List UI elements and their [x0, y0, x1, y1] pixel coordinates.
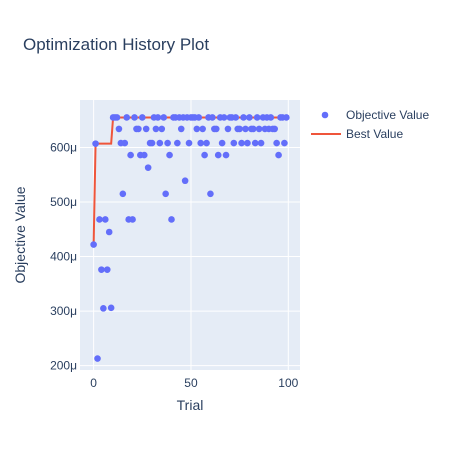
- objective-value-point[interactable]: [185, 139, 193, 147]
- objective-value-point[interactable]: [240, 114, 247, 121]
- y-axis-title: Objective Value: [12, 186, 28, 283]
- objective-value-point[interactable]: [244, 139, 251, 147]
- x-axis-title: Trial: [177, 397, 204, 413]
- y-tick-label: 200μ: [50, 359, 77, 373]
- chart-title: Optimization History Plot: [23, 35, 209, 54]
- objective-value-point[interactable]: [92, 140, 99, 147]
- objective-value-point[interactable]: [168, 216, 175, 223]
- legend-item-best-value[interactable]: Best Value: [311, 127, 403, 141]
- objective-value-point[interactable]: [119, 190, 127, 198]
- objective-value-point[interactable]: [177, 125, 185, 133]
- objective-value-point[interactable]: [181, 177, 189, 185]
- objective-value-point[interactable]: [218, 139, 226, 147]
- objective-value-point[interactable]: [107, 304, 115, 312]
- objective-value-point[interactable]: [129, 216, 136, 223]
- objective-value-point[interactable]: [96, 216, 103, 223]
- legend-item-objective-value[interactable]: Objective Value: [321, 108, 430, 122]
- objective-value-point[interactable]: [201, 151, 208, 159]
- objective-value-point[interactable]: [94, 355, 101, 362]
- objective-value-point[interactable]: [121, 139, 129, 147]
- objective-value-point[interactable]: [127, 151, 134, 159]
- y-tick-label: 500μ: [50, 195, 77, 209]
- objective-value-point[interactable]: [148, 139, 156, 147]
- legend: Objective Value Best Value: [311, 108, 429, 141]
- objective-value-point[interactable]: [246, 114, 253, 121]
- objective-value-point[interactable]: [199, 125, 206, 133]
- objective-value-point[interactable]: [232, 114, 240, 121]
- objective-value-point[interactable]: [139, 114, 146, 121]
- objective-value-point[interactable]: [207, 190, 214, 198]
- objective-value-point[interactable]: [166, 151, 173, 159]
- objective-value-point[interactable]: [174, 139, 181, 147]
- y-tick-label: 400μ: [50, 250, 77, 264]
- objective-value-point[interactable]: [209, 114, 216, 121]
- objective-value-points: [90, 114, 290, 362]
- objective-value-point[interactable]: [275, 151, 282, 159]
- objective-value-point[interactable]: [135, 125, 142, 133]
- objective-value-point[interactable]: [105, 228, 113, 236]
- legend-marker-objective-value: [321, 111, 329, 119]
- objective-value-point[interactable]: [158, 125, 166, 133]
- y-tick-label: 300μ: [50, 304, 77, 318]
- objective-value-point[interactable]: [144, 164, 152, 171]
- objective-value-point[interactable]: [142, 125, 150, 133]
- x-tick-label: 50: [184, 376, 198, 390]
- objective-value-point[interactable]: [156, 139, 164, 147]
- objective-value-point[interactable]: [253, 114, 261, 121]
- objective-value-point[interactable]: [255, 125, 263, 133]
- objective-value-point[interactable]: [236, 125, 243, 133]
- legend-label-best-value: Best Value: [346, 127, 403, 141]
- objective-value-point[interactable]: [197, 139, 205, 147]
- objective-value-point[interactable]: [249, 125, 257, 133]
- objective-value-point[interactable]: [220, 114, 228, 121]
- x-tick-label: 0: [90, 376, 97, 390]
- y-axis-ticks: 200μ 300μ 400μ 500μ 600μ: [50, 140, 77, 372]
- objective-value-point[interactable]: [160, 114, 168, 121]
- objective-value-point[interactable]: [224, 125, 232, 133]
- objective-value-point[interactable]: [164, 139, 171, 147]
- objective-value-point[interactable]: [140, 151, 148, 159]
- objective-value-point[interactable]: [273, 139, 280, 147]
- x-axis-ticks: 0 50 100: [90, 376, 298, 390]
- objective-value-point[interactable]: [283, 114, 290, 121]
- objective-value-point[interactable]: [162, 190, 169, 198]
- objective-value-point[interactable]: [100, 305, 107, 312]
- legend-label-objective-value: Objective Value: [346, 108, 429, 122]
- objective-value-point[interactable]: [281, 139, 288, 147]
- objective-value-point[interactable]: [90, 241, 97, 248]
- objective-value-point[interactable]: [271, 125, 278, 133]
- objective-value-point[interactable]: [203, 139, 210, 147]
- objective-value-point[interactable]: [113, 114, 121, 121]
- objective-value-point[interactable]: [238, 139, 245, 147]
- objective-value-point[interactable]: [251, 139, 259, 147]
- objective-value-point[interactable]: [193, 125, 201, 133]
- objective-value-point[interactable]: [152, 125, 160, 133]
- objective-value-point[interactable]: [115, 125, 123, 133]
- objective-value-point[interactable]: [154, 114, 162, 121]
- objective-value-point[interactable]: [212, 125, 220, 133]
- objective-value-point[interactable]: [230, 139, 238, 147]
- objective-value-point[interactable]: [257, 139, 265, 147]
- objective-value-point[interactable]: [98, 266, 105, 273]
- objective-value-point[interactable]: [102, 216, 109, 223]
- objective-value-point[interactable]: [195, 114, 203, 121]
- x-tick-label: 100: [278, 376, 298, 390]
- objective-value-point[interactable]: [242, 125, 249, 133]
- objective-value-point[interactable]: [214, 151, 222, 159]
- objective-value-point[interactable]: [267, 114, 275, 121]
- objective-value-point[interactable]: [123, 114, 131, 121]
- objective-value-point[interactable]: [103, 266, 111, 273]
- y-tick-label: 600μ: [50, 140, 77, 154]
- objective-value-point[interactable]: [222, 151, 230, 159]
- objective-value-point[interactable]: [131, 114, 138, 121]
